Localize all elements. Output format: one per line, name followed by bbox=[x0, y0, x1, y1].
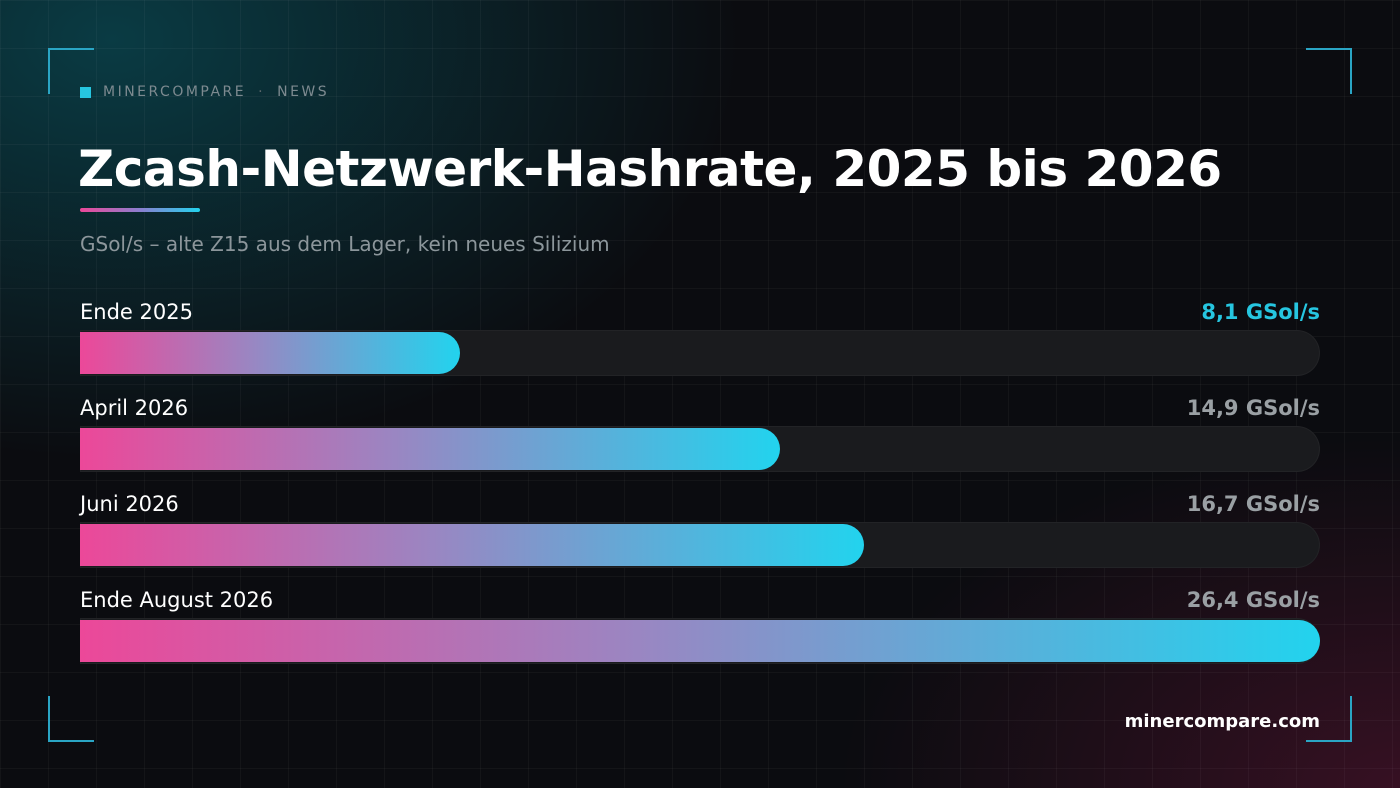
chart-subtitle: GSol/s – alte Z15 aus dem Lager, kein ne… bbox=[80, 232, 610, 256]
bar bbox=[80, 428, 780, 470]
bar-row: Juni 2026 16,7 GSol/s bbox=[80, 488, 1320, 584]
bar-category-label: Ende August 2026 bbox=[80, 588, 274, 612]
bar-category-label: April 2026 bbox=[80, 396, 189, 420]
title-underline bbox=[80, 208, 200, 212]
brand-header: MINERCOMPARE · NEWS bbox=[80, 84, 329, 100]
bar-row: Ende August 2026 26,4 GSol/s bbox=[80, 584, 1320, 680]
bar bbox=[80, 524, 864, 566]
corner-bracket-bottom-right bbox=[1306, 696, 1352, 742]
chart-title: Zcash-Netzwerk-Hashrate, 2025 bis 2026 bbox=[78, 140, 1222, 198]
bar-value-label: 8,1 GSol/s bbox=[1201, 300, 1320, 324]
brand-name: MINERCOMPARE bbox=[103, 84, 247, 100]
brand-square-icon bbox=[80, 86, 91, 98]
bar-category-label: Ende 2025 bbox=[80, 300, 193, 324]
bar-value-label: 16,7 GSol/s bbox=[1186, 492, 1320, 516]
corner-bracket-bottom-left bbox=[48, 696, 94, 742]
corner-bracket-top-left bbox=[48, 48, 94, 94]
bar-row: Ende 2025 8,1 GSol/s bbox=[80, 296, 1320, 392]
bar-chart: Ende 2025 8,1 GSol/s April 2026 14,9 GSol/s… bbox=[80, 296, 1320, 680]
brand-separator: · bbox=[258, 84, 266, 100]
bar-category-label: Juni 2026 bbox=[80, 492, 179, 516]
corner-bracket-top-right bbox=[1306, 48, 1352, 94]
bar bbox=[80, 620, 1320, 662]
bar-value-label: 26,4 GSol/s bbox=[1186, 588, 1320, 612]
brand-section: NEWS bbox=[277, 84, 330, 100]
bar-value-label: 14,9 GSol/s bbox=[1186, 396, 1320, 420]
bar bbox=[80, 332, 460, 374]
footer-url: minercompare.com bbox=[1124, 711, 1320, 732]
bar-row: April 2026 14,9 GSol/s bbox=[80, 392, 1320, 488]
